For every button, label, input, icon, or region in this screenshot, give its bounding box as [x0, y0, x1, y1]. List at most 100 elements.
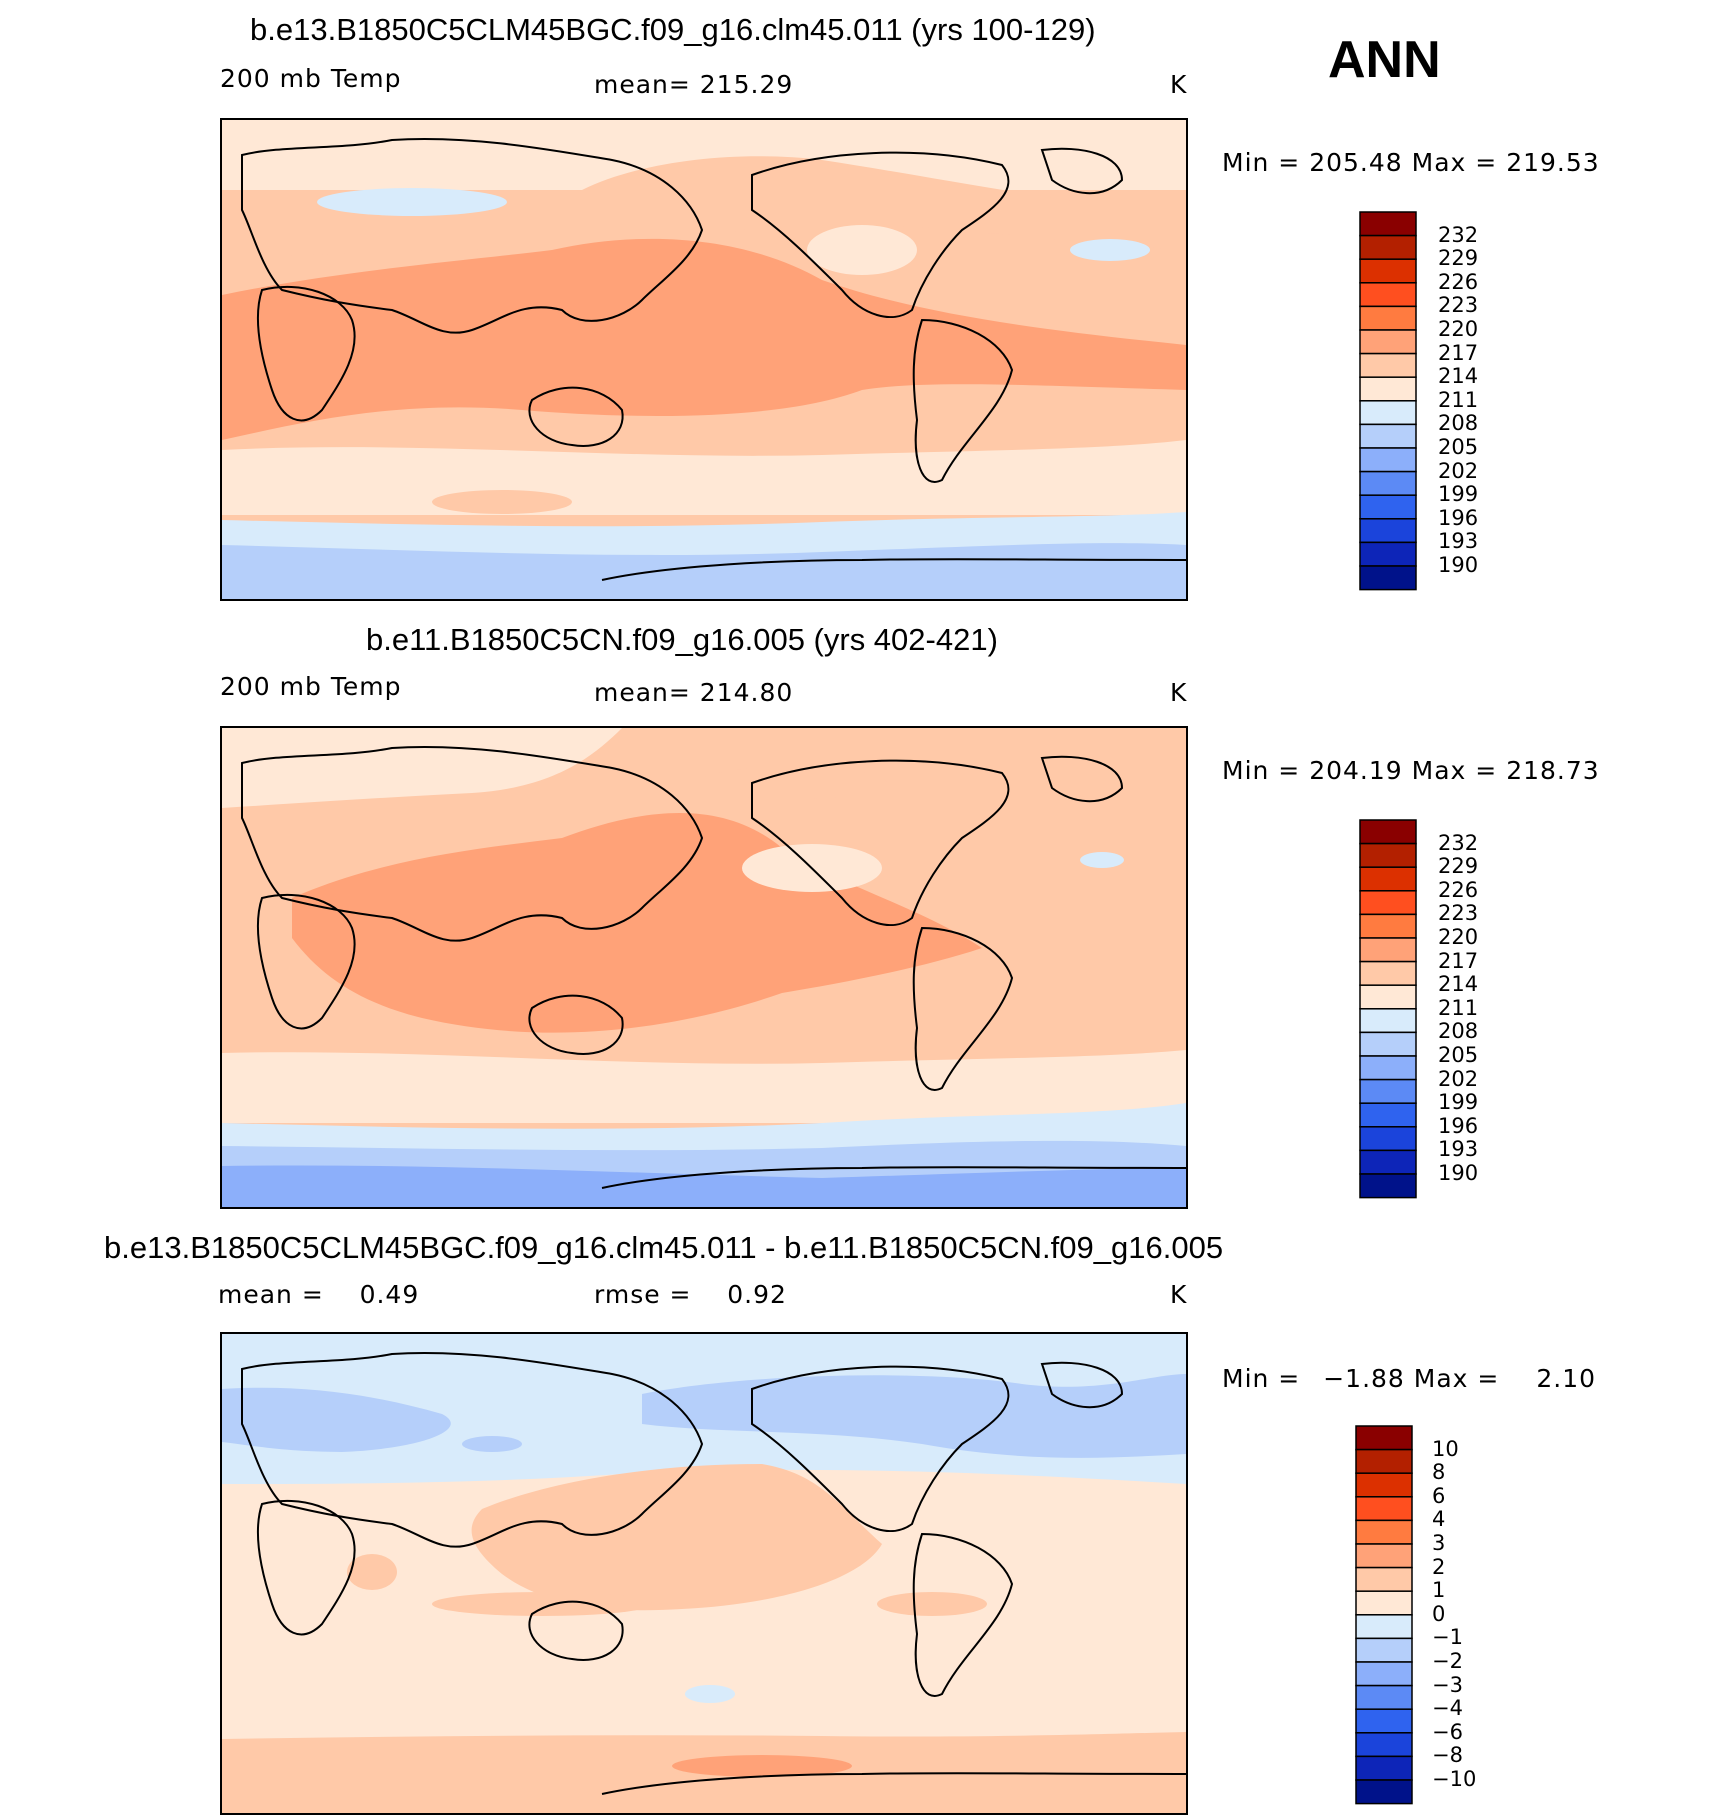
panel1-colorbar-box	[1359, 305, 1417, 331]
p3-cool-blob-nz	[685, 1685, 735, 1703]
p1-cool-blob-north	[317, 188, 507, 216]
panel2-colorbar-box	[1359, 1149, 1417, 1175]
panel3-colorbar-level: −3	[1432, 1672, 1463, 1697]
panel2-colorbar-box	[1359, 866, 1417, 892]
panel3-colorbar-level: 3	[1432, 1531, 1446, 1555]
panel2-colorbar-level: 205	[1438, 1043, 1479, 1067]
panel3-title: b.e13.B1850C5CLM45BGC.f09_g16.clm45.011 …	[104, 1230, 1224, 1265]
panel3-colorbar-level: −2	[1432, 1649, 1463, 1673]
p2-warm-blob-siberia	[697, 767, 887, 799]
panel2-colorbar-box	[1359, 984, 1417, 1010]
panel1-colorbar-level: 214	[1438, 364, 1479, 389]
panel2-colorbar-box	[1359, 1031, 1417, 1057]
panel1-colorbar-level: 229	[1438, 246, 1479, 271]
panel1-colorbar-svg	[1359, 211, 1417, 591]
panel2-colorbar-level: 220	[1438, 925, 1479, 949]
panel2-colorbar-box	[1359, 1126, 1417, 1152]
panel1-colorbar-level: 217	[1438, 340, 1479, 365]
panel2-variable-label: 200 mb Temp	[220, 672, 402, 701]
panel3-colorbar-box	[1355, 1708, 1413, 1734]
panel2-colorbar-box	[1359, 960, 1417, 986]
panel1-mean: mean= 215.29	[594, 70, 794, 99]
panel3-colorbar-box	[1355, 1590, 1413, 1616]
panel2-max-value: 218.73	[1506, 756, 1600, 785]
p3-coast-africa	[256, 1499, 356, 1636]
panel1-colorbar-level: 232	[1438, 222, 1479, 247]
panel3-colorbar-level: −10	[1432, 1767, 1477, 1791]
panel2-colorbar-level: 226	[1438, 877, 1479, 902]
p3-coast-antarctica	[601, 1772, 1186, 1795]
panel2-max-label: Max =	[1411, 756, 1498, 785]
panel3-map-svg	[222, 1334, 1186, 1813]
panel2-colorbar-level: 217	[1438, 948, 1479, 973]
panel1-min-value: 205.48	[1309, 148, 1403, 177]
p3-coast-greenland	[1040, 1361, 1124, 1409]
panel3-colorbar	[1354, 1424, 1474, 1813]
panel1-colorbar-box	[1359, 258, 1417, 284]
p2-coast-australia	[528, 994, 624, 1055]
panel3-colorbar-box	[1355, 1566, 1413, 1592]
p1-band-tropical-warm	[222, 238, 1186, 440]
panel1-map-svg	[222, 120, 1186, 599]
panel3-units: K	[1170, 1280, 1188, 1309]
panel1-colorbar-box	[1359, 541, 1417, 567]
panel3-colorbar-level: 4	[1432, 1507, 1446, 1532]
panel2-title: b.e11.B1850C5CN.f09_g16.005 (yrs 402-421…	[366, 622, 998, 657]
panel3-colorbar-box	[1355, 1496, 1413, 1522]
panel3-colorbar-level: 6	[1432, 1483, 1446, 1508]
panel3-colorbar-boxes	[1355, 1425, 1413, 1805]
panel2-colorbar-box	[1359, 1078, 1417, 1104]
panel2-colorbar-level: 223	[1438, 901, 1479, 926]
p1-coast-greenland	[1040, 147, 1124, 195]
panel1-colorbar-box	[1359, 494, 1417, 520]
panel1-colorbar-box	[1359, 211, 1417, 237]
panel3-colorbar-box	[1355, 1637, 1413, 1663]
p3-band-north-cool-2	[642, 1374, 1186, 1458]
panel2-colorbar-level: 229	[1438, 854, 1479, 879]
panel3-colorbar-box	[1355, 1732, 1413, 1758]
panel2-colorbar-box	[1359, 1173, 1417, 1199]
p1-coast-africa	[256, 285, 356, 422]
panel3-colorbar-level: −1	[1432, 1625, 1463, 1650]
panel2-colorbar	[1358, 818, 1478, 1207]
panel3-colorbar-level: 8	[1432, 1460, 1446, 1485]
p2-coast-africa	[256, 893, 356, 1030]
p2-coast-eurasia	[241, 746, 704, 942]
panel2-colorbar-box	[1359, 1102, 1417, 1128]
panel1-colorbar-level: 226	[1438, 269, 1479, 294]
panel1-colorbar-level: 220	[1438, 317, 1479, 341]
panel1-colorbar-box	[1359, 376, 1417, 402]
panel2-colorbar-box	[1359, 937, 1417, 963]
p1-coast-south-america	[912, 318, 1014, 483]
p3-coastlines	[241, 1352, 1186, 1795]
p3-coast-eurasia	[241, 1352, 704, 1548]
panel2-colorbar-box	[1359, 913, 1417, 939]
p2-cool-blob-atlantic	[1080, 852, 1124, 868]
panel2-colorbar-level: 190	[1438, 1161, 1479, 1185]
panel1-title: b.e13.B1850C5CLM45BGC.f09_g16.clm45.011 …	[250, 12, 1096, 47]
panel2-colorbar-level: 199	[1438, 1090, 1479, 1115]
p2-coast-north-america	[751, 759, 1010, 927]
panel3-colorbar-box	[1355, 1661, 1413, 1687]
p1-band-mid-north	[222, 156, 1186, 260]
p1-coast-eurasia	[241, 138, 704, 334]
panel3-rmse: rmse = 0.92	[594, 1280, 787, 1309]
panel3-colorbar-level: −4	[1432, 1696, 1463, 1721]
panel3-colorbar-level: −8	[1432, 1743, 1463, 1768]
panel3-colorbar-box	[1355, 1472, 1413, 1498]
p1-coastlines	[241, 138, 1186, 581]
p3-coast-north-america	[751, 1365, 1010, 1533]
panel1-colorbar-box	[1359, 352, 1417, 378]
panel1-colorbar-level: 196	[1438, 505, 1479, 530]
p1-coast-north-america	[751, 151, 1010, 319]
panel2-colorbar-box	[1359, 890, 1417, 916]
panel2-colorbar-level: 208	[1438, 1019, 1479, 1044]
panel3-colorbar-level: 1	[1432, 1578, 1446, 1603]
panel3-colorbar-level: 0	[1432, 1601, 1446, 1626]
p3-warm-blob-africa	[347, 1554, 397, 1590]
panel2-colorbar-level: 232	[1438, 830, 1479, 855]
panel1-minmax: Min = 205.48 Max = 219.53	[1222, 148, 1600, 177]
p2-coast-antarctica	[601, 1166, 1186, 1189]
panel1-units: K	[1170, 70, 1188, 99]
panel1-colorbar-level: 193	[1438, 529, 1479, 554]
